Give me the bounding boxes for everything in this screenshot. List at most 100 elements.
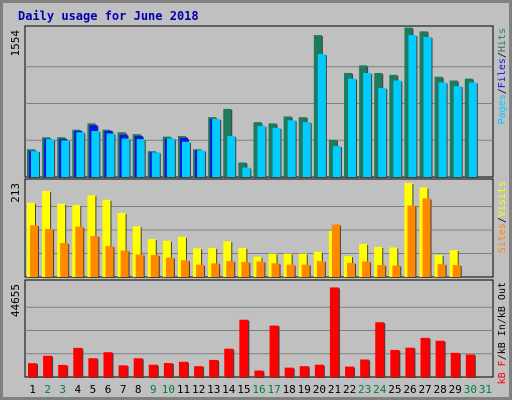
legend-entry: / [497, 52, 508, 58]
bar-kb-f-day-19 [299, 366, 309, 377]
bar-kb-f-day-2 [43, 355, 53, 377]
bar-kb-f-day-17 [269, 325, 279, 377]
x-tick-label: 13 [207, 383, 220, 396]
bar-pages-day-23 [363, 72, 372, 177]
bar-pages-day-20 [317, 54, 326, 178]
bar-kb-f-day-11 [178, 361, 188, 377]
bar-kb-f-day-5 [88, 358, 98, 377]
legend-entry: Visits [497, 181, 508, 217]
bar-pages-day-12 [197, 150, 206, 177]
bar-kb-f-day-25 [390, 349, 400, 377]
bar-visits-day-23 [359, 243, 368, 277]
x-tick-label: 23 [358, 383, 371, 396]
bar-pages-day-4 [76, 132, 85, 177]
bar-visits-day-13 [208, 247, 217, 277]
bar-kb-f-day-26 [405, 347, 415, 377]
bar-sites-day-18 [286, 264, 295, 277]
x-tick-label: 25 [388, 383, 401, 396]
bar-sites-day-1 [30, 225, 38, 277]
x-tick-label: 19 [298, 383, 311, 396]
bar-kb-f-day-9 [148, 364, 158, 377]
legend-entry: Files [497, 58, 508, 88]
bar-pages-day-19 [302, 122, 311, 177]
bar-visits-day-11 [177, 236, 186, 277]
bar-kb-f-day-14 [224, 348, 234, 377]
bar-sites-day-10 [165, 257, 174, 277]
legend-entry: kB In [497, 324, 508, 354]
bar-kb-f-day-24 [375, 322, 385, 377]
x-tick-label: 14 [222, 383, 236, 396]
bar-pages-day-25 [393, 80, 402, 177]
bar-kb-f-day-3 [58, 364, 68, 377]
bar-sites-day-14 [226, 261, 235, 277]
bar-visits-day-8 [132, 226, 141, 277]
bar-kb-f-day-20 [314, 364, 324, 377]
x-tick-label: 24 [373, 383, 387, 396]
bar-pages-day-21 [332, 146, 341, 177]
bar-sites-day-28 [437, 264, 446, 277]
bar-sites-day-2 [45, 228, 54, 277]
bar-kb-f-day-12 [194, 366, 204, 377]
chart-title: Daily usage for June 2018 [18, 9, 199, 23]
bar-pages-day-7 [121, 138, 130, 177]
bar-pages-day-9 [151, 152, 160, 177]
bar-visits-day-24 [374, 246, 383, 277]
legend-entry: Hits [497, 28, 508, 52]
bar-kb-f-day-13 [209, 359, 219, 377]
bar-sites-day-16 [256, 261, 265, 277]
bar-pages-day-13 [212, 119, 221, 177]
legend-entry: / [497, 217, 508, 223]
bar-sites-day-20 [316, 261, 325, 277]
x-tick-label: 30 [464, 383, 477, 396]
legend-entry: kB F [497, 360, 508, 384]
bar-sites-day-7 [120, 250, 129, 277]
y-max-label: 44655 [9, 284, 22, 317]
bar-sites-day-17 [271, 263, 280, 277]
bar-sites-day-29 [452, 265, 461, 277]
bar-pages-day-8 [136, 139, 145, 177]
bar-sites-day-11 [180, 260, 189, 277]
x-tick-label: 31 [479, 383, 492, 396]
panel-legend: Sites/Visits [497, 181, 508, 253]
legend-entry: Sites [497, 223, 508, 253]
bar-sites-day-25 [392, 265, 401, 277]
bar-pages-day-5 [91, 130, 100, 177]
x-tick-label: 4 [75, 383, 82, 396]
bar-pages-day-30 [468, 82, 477, 177]
bar-pages-day-26 [408, 35, 417, 177]
bar-kb-f-day-4 [73, 347, 83, 377]
bar-pages-day-17 [272, 127, 281, 177]
bar-visits-day-25 [389, 247, 398, 277]
x-tick-label: 15 [237, 383, 250, 396]
bar-sites-day-21 [331, 224, 340, 277]
panel-kb-traffic: 44655 kB F/kB In/kB Out [9, 279, 508, 384]
bar-pages-day-3 [61, 140, 70, 177]
bar-kb-f-day-28 [435, 340, 445, 377]
bar-sites-day-12 [196, 264, 205, 277]
bar-sites-day-27 [422, 198, 431, 277]
bar-sites-day-22 [347, 262, 356, 277]
bar-kb-f-day-10 [163, 363, 173, 377]
y-max-label: 213 [9, 183, 22, 203]
bar-pages-day-1 [31, 151, 39, 177]
legend-entry: Pages [497, 94, 508, 124]
bar-sites-day-23 [362, 261, 371, 277]
panel-legend: kB F/kB In/kB Out [497, 282, 508, 384]
bar-kb-f-day-21 [329, 287, 339, 377]
panel-legend: Pages/Files/Hits [497, 28, 508, 124]
x-tick-label: 28 [434, 383, 447, 396]
bar-sites-day-24 [377, 265, 386, 277]
bar-pages-day-22 [348, 78, 357, 177]
bar-pages-day-24 [378, 88, 387, 177]
bar-sites-day-15 [241, 261, 250, 277]
x-tick-label: 20 [313, 383, 326, 396]
x-tick-label: 12 [192, 383, 205, 396]
bar-sites-day-3 [60, 243, 69, 277]
panel-visits-sites: 213 Sites/Visits [9, 178, 508, 278]
bar-pages-day-10 [166, 138, 175, 177]
bar-kb-f-day-6 [103, 352, 113, 377]
legend-entry: / [497, 354, 508, 360]
bar-pages-day-2 [46, 139, 55, 177]
